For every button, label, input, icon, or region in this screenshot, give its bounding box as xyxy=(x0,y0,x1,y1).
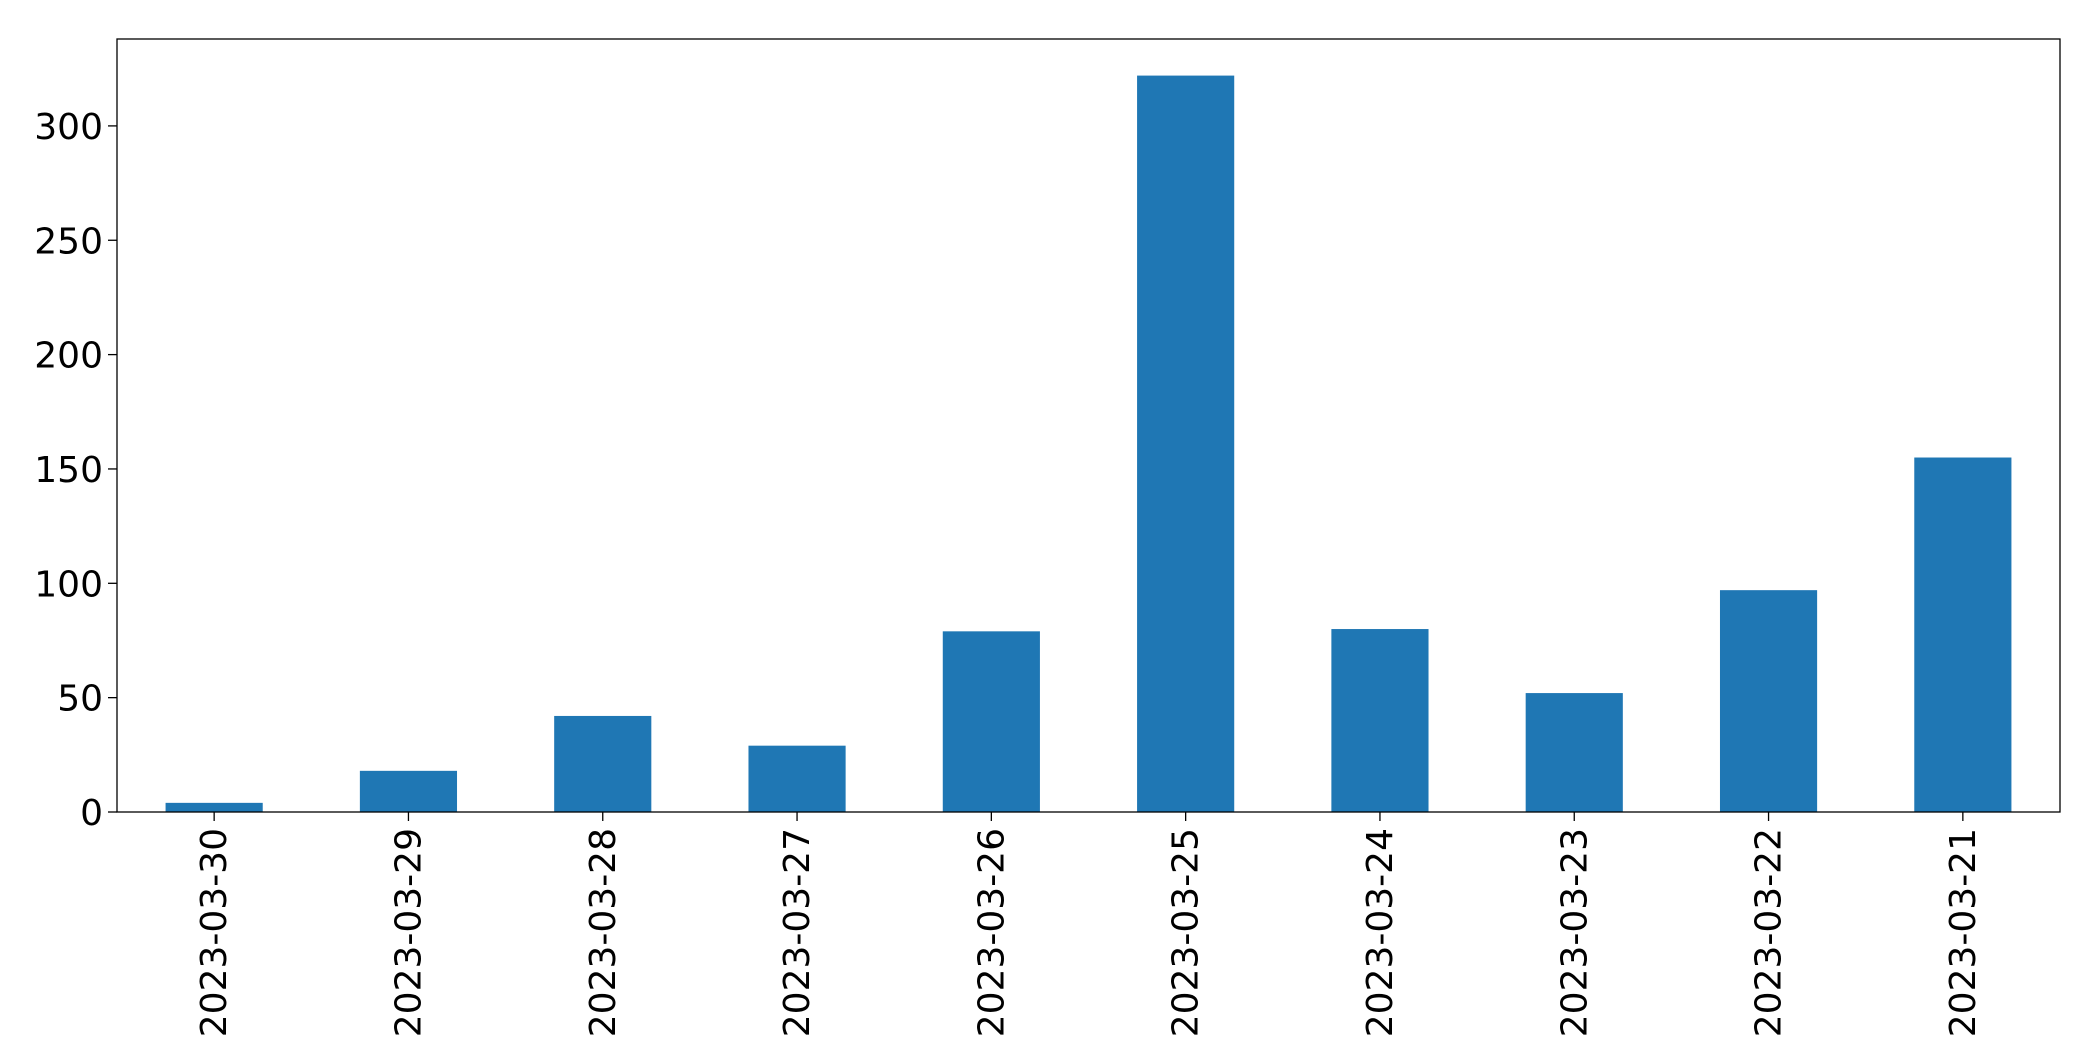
x-tick-label: 2023-03-26 xyxy=(971,828,1012,1037)
bar-2023-03-21 xyxy=(1914,457,2012,812)
x-tick-label: 2023-03-30 xyxy=(194,828,235,1037)
bar-2023-03-29 xyxy=(359,770,458,812)
bar-2023-03-27 xyxy=(748,745,846,812)
x-tick-label: 2023-03-23 xyxy=(1554,828,1595,1037)
y-tick-label: 100 xyxy=(34,564,103,605)
x-tick-label: 2023-03-28 xyxy=(583,828,624,1037)
bars-group xyxy=(165,75,2012,812)
bar-2023-03-22 xyxy=(1719,590,1818,812)
y-tick-label: 50 xyxy=(57,679,103,720)
plot-area-frame xyxy=(116,38,2061,813)
bar-2023-03-30 xyxy=(165,802,263,812)
x-tick-label: 2023-03-21 xyxy=(1943,828,1984,1037)
bar-2023-03-23 xyxy=(1525,693,1623,812)
bar-2023-03-28 xyxy=(554,715,652,812)
x-tick-label: 2023-03-22 xyxy=(1749,828,1790,1037)
bar-2023-03-25 xyxy=(1137,75,1235,812)
y-tick-label: 250 xyxy=(34,221,103,262)
y-tick-label: 150 xyxy=(34,450,103,491)
x-axis-ticks: 2023-03-30 2023-03-29 2023-03-28 2023-03-27… xyxy=(194,812,1984,1037)
y-tick-label: 200 xyxy=(34,336,103,377)
bar-2023-03-24 xyxy=(1331,629,1429,812)
x-tick-label: 2023-03-27 xyxy=(777,828,818,1037)
y-tick-label: 300 xyxy=(34,107,103,148)
x-tick-label: 2023-03-25 xyxy=(1166,828,1207,1037)
y-tick-label: 0 xyxy=(80,793,103,834)
y-axis-ticks: 0 50 100 150 200 250 300 xyxy=(34,107,117,834)
x-tick-label: 2023-03-24 xyxy=(1360,828,1401,1037)
bar-2023-03-26 xyxy=(942,631,1040,812)
x-tick-label: 2023-03-29 xyxy=(388,828,429,1037)
